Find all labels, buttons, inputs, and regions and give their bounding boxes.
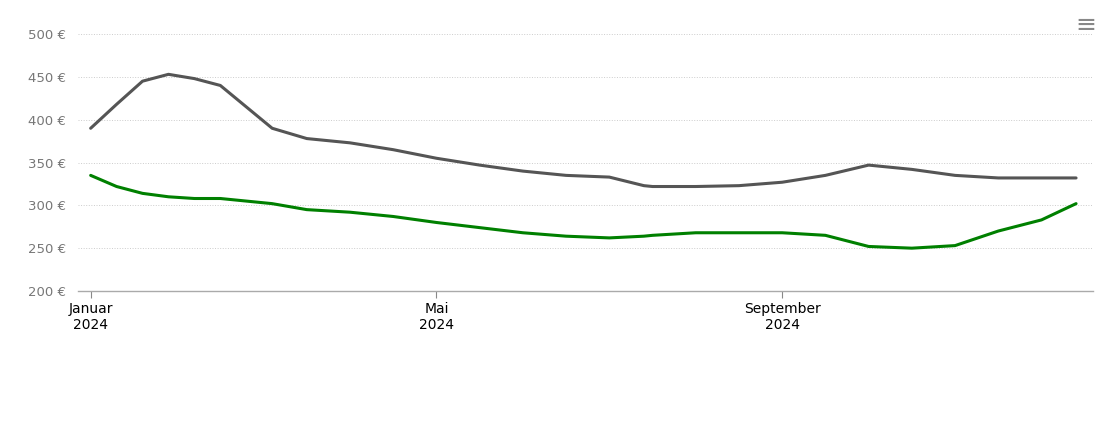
Text: ≡: ≡ <box>1076 13 1097 37</box>
